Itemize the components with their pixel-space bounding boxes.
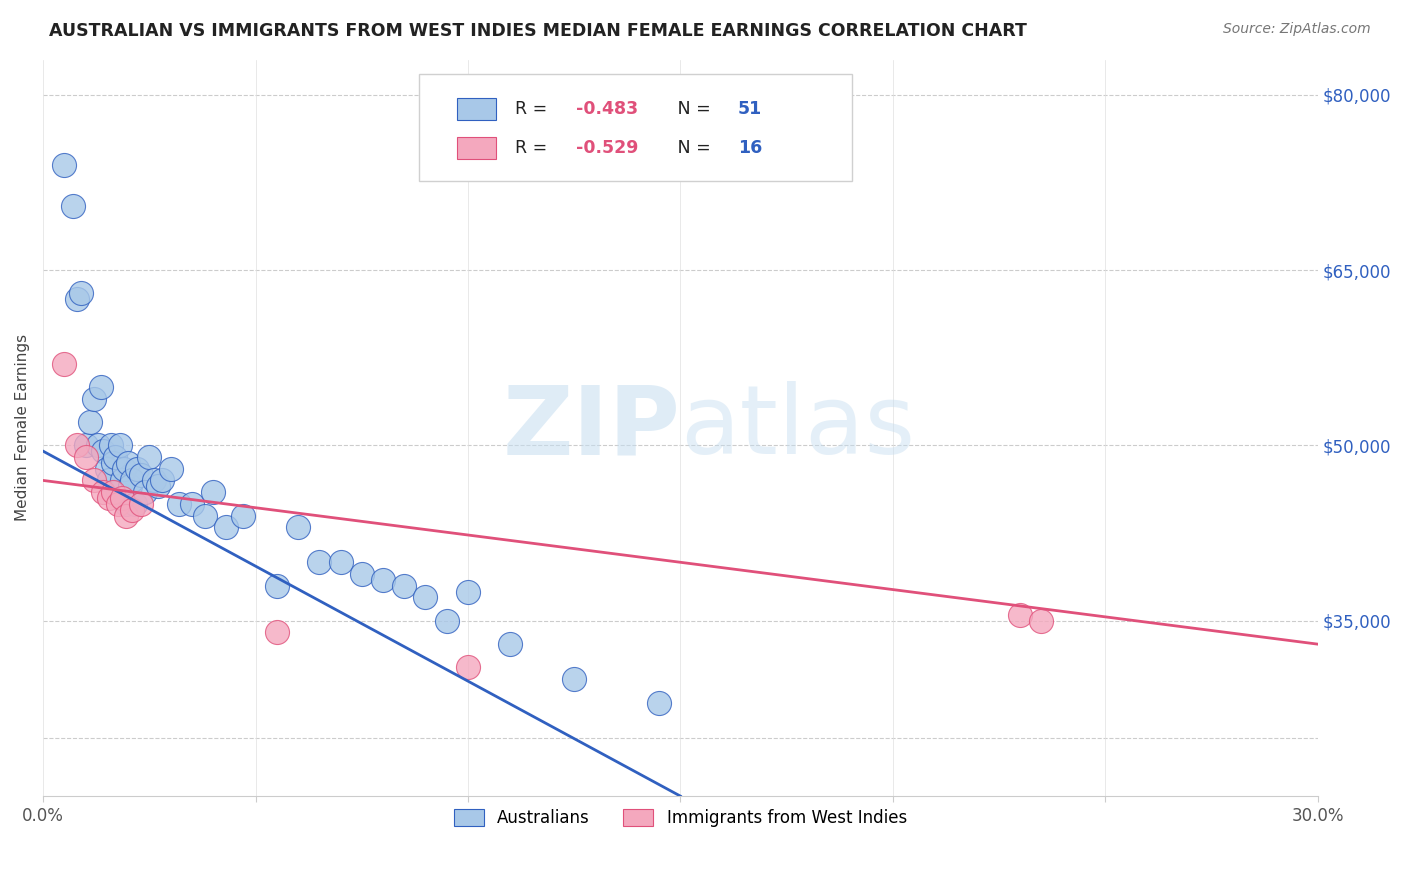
Point	[415, 591, 437, 605]
Point	[146, 479, 169, 493]
Point	[129, 467, 152, 482]
Point	[103, 485, 125, 500]
Point	[117, 456, 139, 470]
Point	[350, 566, 373, 581]
Point	[215, 520, 238, 534]
Point	[91, 444, 114, 458]
Point	[91, 485, 114, 500]
Point	[111, 474, 134, 488]
Text: -0.483: -0.483	[576, 100, 638, 119]
Point	[180, 497, 202, 511]
Point	[104, 450, 127, 464]
Point	[83, 474, 105, 488]
Point	[329, 555, 352, 569]
Point	[457, 660, 479, 674]
FancyBboxPatch shape	[457, 137, 495, 159]
Text: 16: 16	[738, 139, 762, 157]
Point	[194, 508, 217, 523]
Point	[62, 199, 84, 213]
Point	[90, 380, 112, 394]
Point	[53, 158, 76, 172]
Point	[167, 497, 190, 511]
Point	[457, 584, 479, 599]
Point	[308, 555, 330, 569]
Point	[124, 497, 146, 511]
Point	[1010, 607, 1032, 622]
Y-axis label: Median Female Earnings: Median Female Earnings	[15, 334, 30, 522]
Point	[499, 637, 522, 651]
Point	[98, 491, 121, 505]
Point	[79, 415, 101, 429]
Point	[125, 462, 148, 476]
Point	[648, 696, 671, 710]
Point	[98, 474, 121, 488]
Text: N =: N =	[661, 100, 717, 119]
Point	[371, 573, 394, 587]
Point	[436, 614, 458, 628]
Legend: Australians, Immigrants from West Indies: Australians, Immigrants from West Indies	[446, 801, 915, 836]
Text: atlas: atlas	[681, 382, 915, 475]
Point	[129, 497, 152, 511]
Point	[202, 485, 225, 500]
Point	[159, 462, 181, 476]
Text: N =: N =	[661, 139, 717, 157]
Text: ZIP: ZIP	[502, 382, 681, 475]
Text: R =: R =	[515, 139, 553, 157]
Point	[75, 450, 97, 464]
Point	[394, 579, 416, 593]
Text: R =: R =	[515, 100, 553, 119]
Point	[96, 462, 118, 476]
Point	[115, 497, 138, 511]
Point	[70, 286, 93, 301]
Point	[66, 292, 89, 306]
FancyBboxPatch shape	[419, 74, 852, 181]
Point	[103, 456, 125, 470]
Point	[266, 625, 288, 640]
FancyBboxPatch shape	[457, 98, 495, 120]
Point	[83, 392, 105, 406]
Point	[138, 450, 160, 464]
Point	[108, 438, 131, 452]
Point	[134, 485, 156, 500]
Text: Source: ZipAtlas.com: Source: ZipAtlas.com	[1223, 22, 1371, 37]
Point	[111, 491, 134, 505]
Point	[53, 357, 76, 371]
Point	[75, 438, 97, 452]
Point	[121, 502, 143, 516]
Point	[287, 520, 309, 534]
Point	[107, 497, 129, 511]
Point	[115, 508, 138, 523]
Text: 51: 51	[738, 100, 762, 119]
Point	[232, 508, 254, 523]
Point	[266, 579, 288, 593]
Point	[562, 672, 585, 686]
Text: -0.529: -0.529	[576, 139, 638, 157]
Point	[120, 479, 142, 493]
Point	[1031, 614, 1053, 628]
Point	[66, 438, 89, 452]
Point	[121, 474, 143, 488]
Point	[150, 474, 173, 488]
Point	[87, 438, 110, 452]
Point	[107, 485, 129, 500]
Text: AUSTRALIAN VS IMMIGRANTS FROM WEST INDIES MEDIAN FEMALE EARNINGS CORRELATION CHA: AUSTRALIAN VS IMMIGRANTS FROM WEST INDIE…	[49, 22, 1028, 40]
Point	[100, 438, 122, 452]
Point	[112, 462, 135, 476]
Point	[142, 474, 165, 488]
